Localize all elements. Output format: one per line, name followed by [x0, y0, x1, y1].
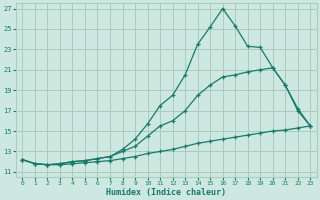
X-axis label: Humidex (Indice chaleur): Humidex (Indice chaleur) — [106, 188, 226, 197]
